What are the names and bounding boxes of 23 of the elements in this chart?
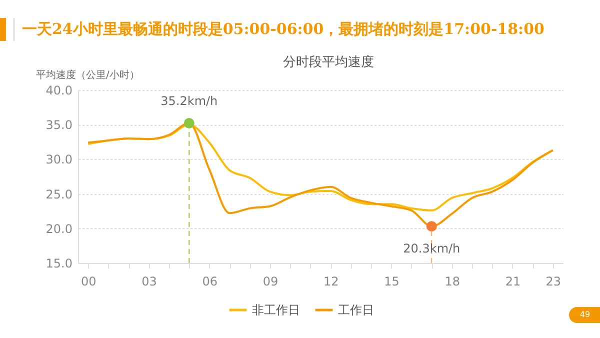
- x-tick-label: 18: [444, 274, 460, 288]
- annotation: 20.3km/h: [403, 241, 460, 256]
- y-tick-label: 35.0: [46, 118, 72, 132]
- y-axis-title: 平均速度（公里/小时）: [36, 69, 140, 81]
- x-tick-label: 09: [262, 274, 278, 288]
- y-tick-label: 20.0: [46, 222, 72, 236]
- y-tick-label: 30.0: [46, 152, 72, 167]
- x-tick-label: 21: [505, 274, 521, 288]
- y-tick-label: 15.0: [46, 256, 72, 270]
- y-tick-label: 25.0: [46, 187, 72, 202]
- x-tick-label: 06: [202, 274, 218, 288]
- x-tick-label: 15: [384, 274, 400, 288]
- legend-label: 工作日: [338, 303, 374, 317]
- chart-title: 一天24小时里最畅通的时段是05:00-06:00，最拥堵的时刻是17:00-18:00: [22, 20, 544, 38]
- legend-label: 非工作日: [252, 303, 300, 317]
- text: 49: [580, 310, 590, 319]
- x-tick-label: 00: [80, 274, 96, 288]
- annotation: 35.2km/h: [160, 94, 218, 108]
- x-tick-label: 12: [323, 274, 339, 288]
- chart-subtitle: 分时段平均速度: [283, 54, 374, 70]
- y-tick-label: 40.0: [46, 84, 72, 98]
- x-tick-label: 03: [142, 274, 157, 288]
- x-tick-label: 23: [546, 274, 562, 288]
